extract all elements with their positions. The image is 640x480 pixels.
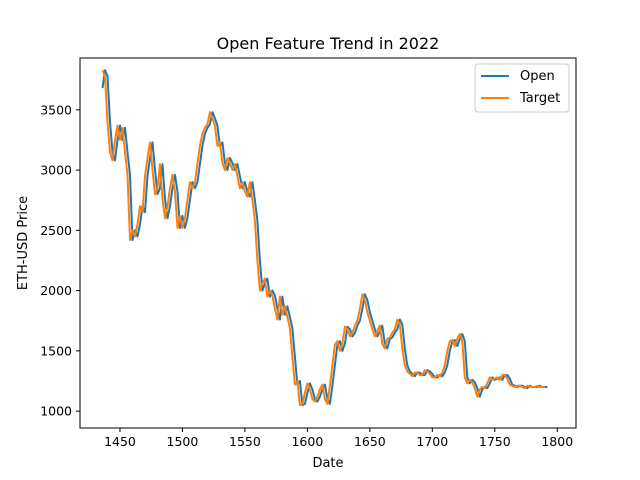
x-tick-label: 1800 — [541, 434, 573, 449]
y-axis: 1000 1500 2000 2500 3000 3500 — [40, 102, 80, 419]
x-tick-label: 1600 — [291, 434, 323, 449]
legend-label-target: Target — [519, 91, 560, 106]
x-tick-label: 1550 — [229, 434, 261, 449]
x-axis-label: Date — [312, 456, 343, 471]
y-tick-label: 3000 — [40, 163, 72, 178]
series-layer — [101, 69, 548, 407]
x-tick-label: 1650 — [354, 434, 386, 449]
y-tick-label: 2500 — [40, 223, 72, 238]
x-tick-label: 1500 — [167, 434, 199, 449]
series-line-target — [101, 69, 545, 407]
legend-label-open: Open — [520, 69, 555, 84]
x-axis: 1450 1500 1550 1600 1650 1700 1750 1800 — [104, 428, 573, 449]
y-tick-label: 2000 — [40, 283, 72, 298]
y-tick-label: 1500 — [40, 343, 72, 358]
y-tick-label: 1000 — [40, 404, 72, 419]
x-tick-label: 1750 — [479, 434, 511, 449]
plot-frame — [79, 57, 577, 429]
legend: Open Target — [474, 63, 570, 113]
x-tick-label: 1450 — [104, 434, 136, 449]
x-tick-label: 1700 — [416, 434, 448, 449]
series-line-open — [101, 69, 548, 407]
y-tick-label: 3500 — [40, 102, 72, 117]
chart-title: Open Feature Trend in 2022 — [217, 34, 440, 53]
y-axis-label: ETH-USD Price — [16, 196, 31, 290]
